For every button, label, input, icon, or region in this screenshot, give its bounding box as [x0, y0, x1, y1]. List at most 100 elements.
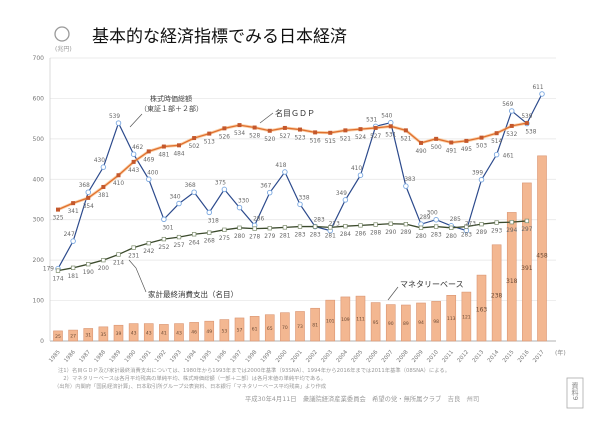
- nominal-gdp-value-label: 410: [113, 181, 124, 187]
- footnote-3: （出所）内閣府「国民経済計算」、日本取引所グループ公表資料、日本銀行「マネタリー…: [54, 382, 327, 390]
- monetary-base-bar: [355, 295, 366, 342]
- monetary-base-value-label: 163: [476, 306, 488, 313]
- nominal-gdp-point: [464, 138, 469, 143]
- nominal-gdp-point: [494, 131, 499, 136]
- stock-market-cap-point: [509, 108, 515, 114]
- household-consumption-point: [418, 225, 424, 230]
- household-consumption-point: [328, 225, 333, 230]
- nominal-gdp-value-label: 381: [98, 193, 109, 199]
- monetary-base-value-label: 35: [101, 332, 107, 338]
- nominal-gdp-value-label: 531: [385, 132, 396, 138]
- household-consumption-value-label: 264: [189, 240, 200, 246]
- stock-market-cap-value-label: 286: [253, 216, 264, 222]
- stock-market-cap-value-label: 462: [132, 145, 143, 151]
- x-tick-label: 2000: [275, 349, 289, 364]
- nominal-gdp-value-label: 521: [400, 136, 411, 142]
- monetary-base-value-label: 94: [418, 320, 424, 326]
- household-consumption-value-label: 290: [385, 230, 396, 236]
- nominal-gdp-value-label: 503: [476, 144, 487, 150]
- x-tick-label: 2017: [532, 349, 546, 364]
- x-tick-label: 2011: [441, 349, 455, 364]
- household-consumption-point: [191, 232, 197, 237]
- monetary-base-bar: [370, 302, 381, 342]
- nominal-gdp-point: [161, 144, 166, 149]
- nominal-gdp-value-label: 495: [461, 147, 472, 153]
- household-consumption-value-label: 252: [158, 245, 169, 251]
- monetary-base-value-label: 90: [388, 321, 394, 327]
- monetary-base-value-label: 101: [326, 319, 335, 325]
- household-consumption-point: [282, 225, 288, 230]
- nominal-gdp-point: [131, 159, 136, 164]
- x-tick-label: 1999: [260, 349, 274, 364]
- nominal-gdp-value-label: 521: [340, 136, 351, 142]
- monetary-base-value-label: 111: [356, 317, 365, 323]
- y-tick-label: 100: [33, 298, 45, 305]
- stock-market-cap-point: [130, 151, 137, 157]
- y-tick-label: 300: [33, 217, 45, 224]
- household-consumption-value-label: 293: [491, 229, 502, 235]
- household-consumption-value-label: 283: [461, 233, 472, 239]
- household-consumption-point: [373, 222, 378, 227]
- x-unit-label: (年): [555, 349, 566, 357]
- monetary-base-bar: [264, 314, 275, 342]
- x-tick-label: 1994: [184, 349, 198, 364]
- x-tick-label: 1995: [199, 349, 213, 364]
- nominal-gdp-point: [146, 149, 151, 154]
- nominal-gdp-value-label: 341: [68, 209, 79, 215]
- household-consumption-value-label: 200: [98, 266, 109, 272]
- nominal-gdp-value-label: 490: [415, 149, 426, 155]
- stock-market-cap-point: [297, 201, 303, 208]
- x-tick-label: 2004: [336, 349, 350, 364]
- y-tick-label: 200: [33, 257, 45, 264]
- monetary-base-bar: [53, 330, 63, 342]
- monetary-base-value-label: 43: [146, 330, 152, 336]
- title-circle-marker: [54, 26, 70, 42]
- x-tick-label: 1987: [78, 349, 92, 364]
- nominal-gdp-value-label: 469: [143, 157, 154, 163]
- nominal-gdp-point: [222, 126, 227, 131]
- household-consumption-value-label: 279: [264, 234, 275, 240]
- household-consumption-point: [297, 224, 303, 229]
- nominal-gdp-point: [328, 130, 333, 135]
- monetary-base-bar: [68, 329, 78, 342]
- monetary-base-value-label: 49: [206, 329, 212, 335]
- nominal-gdp-value-label: 528: [249, 134, 260, 140]
- nominal-gdp-point: [101, 184, 106, 189]
- nominal-gdp-value-label: 514: [491, 139, 502, 145]
- monetary-base-value-label: 391: [521, 265, 533, 272]
- stock-market-cap-point: [70, 238, 76, 244]
- stock-market-cap-point: [403, 183, 409, 189]
- monetary-base-bar: [219, 319, 230, 342]
- household-consumption-point: [312, 224, 318, 229]
- y-unit-label: (兆円): [55, 45, 72, 53]
- monetary-base-bar: [310, 307, 320, 342]
- stock-market-cap-value-label: 179: [43, 267, 54, 273]
- monetary-base-bar: [113, 324, 124, 342]
- stock-market-cap-point: [539, 91, 545, 97]
- gdp-annotation: 名目ＧＤＰ: [275, 108, 315, 118]
- stock-market-cap-value-label: 569: [502, 102, 513, 108]
- consumption-annotation-leader: [128, 259, 147, 293]
- nominal-gdp-point: [358, 127, 363, 132]
- monetary-base-value-label: 41: [161, 331, 167, 337]
- nominal-gdp-value-label: 513: [204, 140, 215, 146]
- household-consumption-value-label: 231: [128, 254, 139, 260]
- x-tick-label: 1998: [245, 349, 259, 364]
- nominal-gdp-line: [57, 122, 527, 211]
- household-consumption-point: [449, 225, 454, 230]
- nominal-gdp-point: [479, 135, 484, 140]
- household-consumption-point: [479, 222, 484, 227]
- monetary-base-bar: [189, 322, 199, 342]
- nominal-gdp-point: [403, 128, 408, 133]
- household-consumption-value-label: 283: [294, 233, 305, 239]
- stock-market-cap-value-label: 611: [532, 85, 543, 91]
- nominal-gdp-point: [116, 173, 121, 178]
- nominal-gdp-value-label: 325: [52, 216, 63, 222]
- stock-market-cap-point: [478, 176, 485, 183]
- monetary-base-value-label: 109: [341, 317, 350, 323]
- nominal-gdp-point: [207, 131, 212, 136]
- monetary-base-value-label: 121: [462, 315, 471, 321]
- y-tick-label: 600: [33, 95, 45, 102]
- stock-market-cap-point: [236, 204, 243, 211]
- monetary-base-bar: [537, 155, 547, 342]
